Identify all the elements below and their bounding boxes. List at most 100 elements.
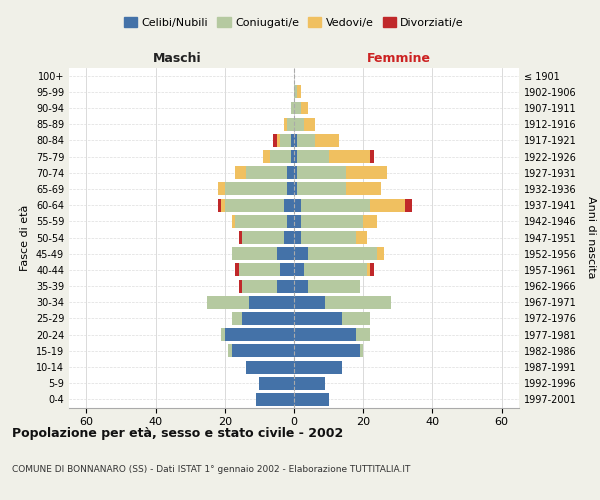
Bar [294, 215, 301, 228]
Bar [294, 328, 356, 341]
Bar [405, 198, 412, 211]
Bar [239, 264, 280, 276]
Bar [294, 150, 298, 163]
Bar [360, 344, 363, 358]
Bar [284, 198, 294, 211]
Bar [232, 344, 294, 358]
Bar [239, 231, 242, 244]
Bar [346, 166, 388, 179]
Bar [287, 182, 294, 196]
Bar [370, 198, 405, 211]
Bar [298, 150, 329, 163]
Bar [284, 118, 287, 130]
Bar [242, 231, 284, 244]
Bar [294, 376, 325, 390]
Bar [370, 264, 374, 276]
Bar [225, 328, 294, 341]
Bar [294, 247, 308, 260]
Bar [235, 215, 287, 228]
Bar [301, 215, 363, 228]
Bar [290, 102, 294, 114]
Bar [218, 198, 221, 211]
Bar [277, 247, 294, 260]
Bar [356, 328, 370, 341]
Bar [301, 198, 370, 211]
Bar [273, 134, 277, 147]
Bar [221, 328, 225, 341]
Bar [308, 247, 377, 260]
Legend: Celibi/Nubili, Coniugati/e, Vedovi/e, Divorziati/e: Celibi/Nubili, Coniugati/e, Vedovi/e, Di… [119, 13, 469, 32]
Bar [363, 215, 377, 228]
Bar [249, 296, 294, 308]
Bar [356, 231, 367, 244]
Text: Femmine: Femmine [367, 52, 431, 66]
Bar [301, 102, 308, 114]
Bar [218, 182, 225, 196]
Bar [294, 118, 304, 130]
Bar [301, 231, 356, 244]
Bar [245, 166, 287, 179]
Bar [263, 150, 270, 163]
Bar [270, 150, 290, 163]
Bar [294, 312, 343, 325]
Bar [242, 312, 294, 325]
Bar [284, 231, 294, 244]
Bar [221, 198, 225, 211]
Bar [298, 134, 315, 147]
Bar [298, 86, 301, 98]
Bar [232, 215, 235, 228]
Text: Maschi: Maschi [152, 52, 202, 66]
Bar [346, 182, 380, 196]
Bar [294, 280, 308, 292]
Y-axis label: Fasce di età: Fasce di età [20, 204, 30, 270]
Bar [228, 344, 232, 358]
Bar [294, 182, 298, 196]
Bar [294, 393, 329, 406]
Bar [290, 150, 294, 163]
Bar [235, 166, 245, 179]
Bar [294, 231, 301, 244]
Bar [208, 296, 249, 308]
Bar [308, 280, 360, 292]
Bar [294, 166, 298, 179]
Bar [290, 134, 294, 147]
Bar [287, 166, 294, 179]
Bar [287, 215, 294, 228]
Bar [256, 393, 294, 406]
Bar [367, 264, 370, 276]
Bar [280, 134, 290, 147]
Bar [294, 344, 360, 358]
Bar [294, 296, 325, 308]
Bar [294, 264, 304, 276]
Bar [277, 134, 280, 147]
Bar [298, 182, 346, 196]
Bar [304, 118, 315, 130]
Bar [315, 134, 339, 147]
Bar [343, 312, 370, 325]
Bar [377, 247, 384, 260]
Bar [294, 134, 298, 147]
Bar [225, 198, 284, 211]
Text: Popolazione per età, sesso e stato civile - 2002: Popolazione per età, sesso e stato civil… [12, 428, 343, 440]
Bar [232, 312, 242, 325]
Bar [294, 102, 301, 114]
Bar [329, 150, 370, 163]
Bar [239, 280, 242, 292]
Bar [325, 296, 391, 308]
Bar [232, 247, 277, 260]
Bar [242, 280, 277, 292]
Bar [287, 118, 294, 130]
Bar [370, 150, 374, 163]
Bar [277, 280, 294, 292]
Bar [259, 376, 294, 390]
Bar [298, 166, 346, 179]
Bar [245, 360, 294, 374]
Bar [304, 264, 367, 276]
Bar [294, 198, 301, 211]
Bar [294, 86, 298, 98]
Bar [294, 360, 343, 374]
Bar [235, 264, 239, 276]
Bar [225, 182, 287, 196]
Y-axis label: Anni di nascita: Anni di nascita [586, 196, 596, 279]
Text: COMUNE DI BONNANARO (SS) - Dati ISTAT 1° gennaio 2002 - Elaborazione TUTTITALIA.: COMUNE DI BONNANARO (SS) - Dati ISTAT 1°… [12, 466, 410, 474]
